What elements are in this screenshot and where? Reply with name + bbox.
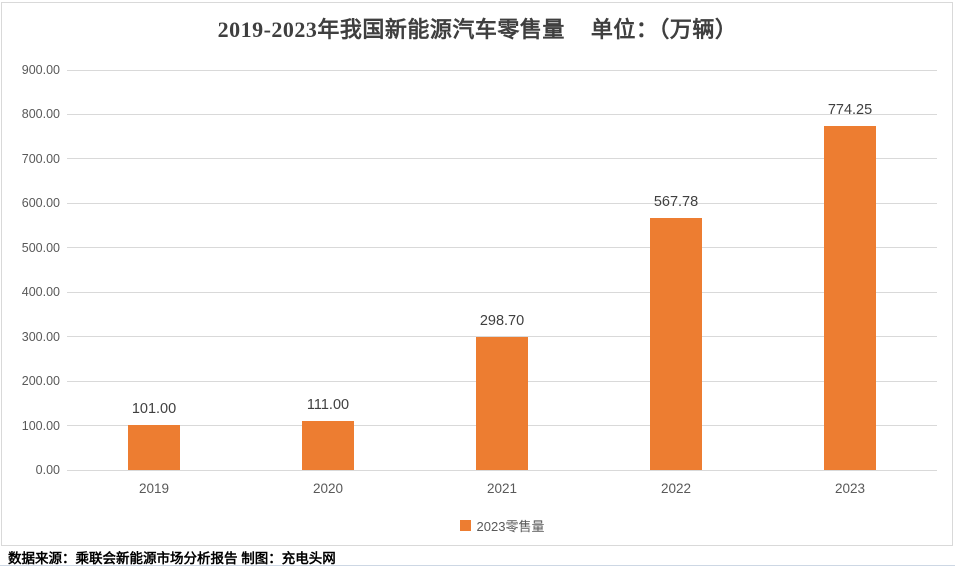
bar-2022	[650, 217, 702, 470]
x-axis-tick-label: 2023	[834, 481, 866, 496]
plot-area: 101.00 111.00 298.70 567.78 774.25	[67, 69, 937, 471]
y-axis-tick-label: 400.00	[21, 285, 60, 300]
y-axis-tick-label: 0.00	[35, 463, 60, 477]
bar-2023	[824, 125, 876, 470]
legend-label: 2023零售量	[476, 519, 545, 534]
legend: 2023零售量	[67, 516, 937, 535]
bottom-divider	[0, 565, 955, 566]
y-axis-tick-label: 200.00	[21, 374, 60, 389]
y-axis-tick-label: 600.00	[21, 196, 60, 211]
y-axis-tick-label: 100.00	[21, 418, 60, 433]
y-axis-tick-label: 300.00	[21, 329, 60, 344]
gridline	[67, 247, 937, 249]
bar-2020	[302, 420, 354, 470]
y-axis-tick-label: 800.00	[21, 107, 60, 122]
bar-2019	[128, 425, 180, 470]
gridline	[67, 113, 937, 115]
y-axis-tick-label: 500.00	[21, 240, 60, 255]
x-axis-tick-label: 2021	[486, 481, 518, 496]
data-source-note: 数据来源：乘联会新能源市场分析报告 制图：充电头网	[8, 551, 336, 566]
x-axis-tick-label: 2020	[312, 481, 344, 496]
gridline	[67, 291, 937, 293]
chart-title: 2019-2023年我国新能源汽车零售量 单位：（万辆）	[0, 12, 955, 44]
chart-title-text: 2019-2023年我国新能源汽车零售量	[217, 17, 565, 42]
chart-unit-label: 单位：（万辆）	[590, 17, 738, 42]
gridline	[67, 469, 937, 471]
legend-swatch	[459, 520, 471, 531]
bar-value-label: 111.00	[306, 396, 350, 413]
bar-value-label: 774.25	[827, 101, 873, 118]
bar-value-label: 298.70	[479, 313, 525, 330]
gridline	[67, 336, 937, 338]
bar-value-label: 101.00	[131, 401, 177, 418]
gridline	[67, 69, 937, 71]
y-axis-tick-label: 900.00	[21, 63, 60, 77]
bar-2021	[476, 337, 528, 470]
gridline	[67, 158, 937, 160]
bar-value-label: 567.78	[653, 193, 699, 210]
x-axis-tick-label: 2022	[660, 481, 692, 496]
y-axis-tick-label: 700.00	[21, 151, 60, 166]
x-axis-tick-label: 2019	[138, 481, 170, 496]
gridline	[67, 202, 937, 204]
